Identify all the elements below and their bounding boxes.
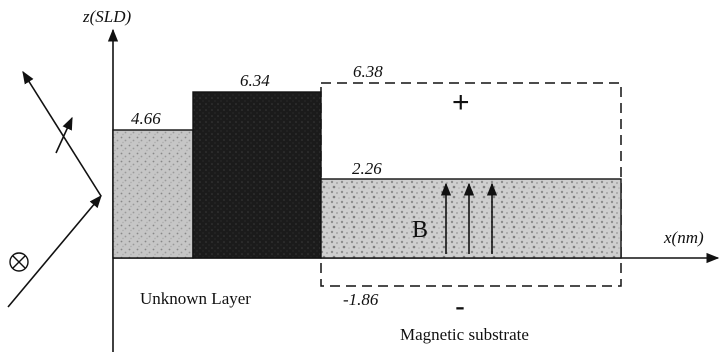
minus-sign: - (455, 290, 465, 323)
layer2-value: 6.34 (240, 71, 270, 90)
magnetic-substrate-caption: Magnetic substrate (400, 325, 529, 344)
layer2-block (192, 91, 322, 259)
incident-beam (7, 195, 102, 308)
layer1-block (112, 129, 194, 259)
substrate-block (320, 178, 622, 259)
spin-arrow-icon (55, 116, 73, 154)
substrate-value: 2.26 (352, 159, 382, 178)
x-axis-label: x(nm) (663, 228, 704, 247)
layer1-value: 4.66 (131, 109, 161, 128)
reflected-beam (22, 70, 102, 197)
plus-sign: + (452, 86, 470, 119)
minus-state-value: -1.86 (343, 290, 379, 309)
unknown-layer-caption: Unknown Layer (140, 289, 251, 308)
spin-into-page-icon (9, 252, 29, 272)
z-axis-label: z(SLD) (82, 7, 132, 26)
field-label: B (412, 217, 428, 243)
plus-state-value: 6.38 (353, 62, 383, 81)
